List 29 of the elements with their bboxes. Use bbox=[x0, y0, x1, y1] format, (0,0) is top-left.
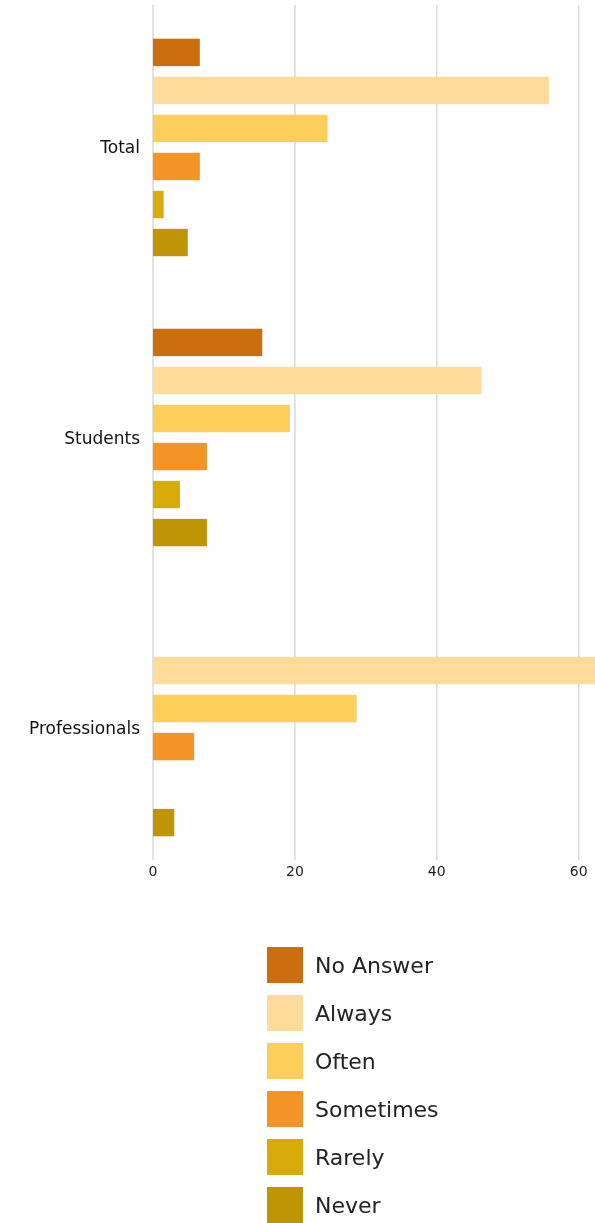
bar bbox=[153, 190, 164, 219]
bar bbox=[153, 732, 195, 761]
bar bbox=[153, 114, 328, 143]
y-tick-label: Professionals bbox=[28, 717, 141, 738]
bar bbox=[153, 480, 180, 509]
y-tick-label: Students bbox=[64, 427, 141, 448]
bar bbox=[153, 442, 207, 471]
legend-label: Sometimes bbox=[315, 1096, 439, 1122]
legend-label: Never bbox=[315, 1192, 382, 1218]
x-tick-label: 40 bbox=[427, 863, 446, 879]
x-tick-label: 20 bbox=[285, 863, 304, 879]
x-tick-label: 0 bbox=[148, 863, 158, 879]
x-tick-label: 60 bbox=[569, 863, 588, 879]
legend-label: Often bbox=[315, 1048, 376, 1074]
bar bbox=[153, 76, 549, 105]
legend-label: Rarely bbox=[315, 1144, 385, 1170]
legend-label: No Answer bbox=[315, 952, 434, 978]
bar bbox=[153, 228, 188, 257]
bar bbox=[153, 38, 200, 67]
bar bbox=[153, 328, 263, 357]
bar bbox=[153, 366, 482, 395]
bar bbox=[153, 152, 200, 181]
y-tick-label: Total bbox=[99, 137, 140, 158]
bar bbox=[153, 404, 290, 433]
bar bbox=[153, 518, 207, 547]
bar bbox=[153, 656, 595, 685]
legend-label: Always bbox=[315, 1000, 393, 1026]
bar bbox=[153, 694, 357, 723]
bar bbox=[153, 808, 175, 837]
